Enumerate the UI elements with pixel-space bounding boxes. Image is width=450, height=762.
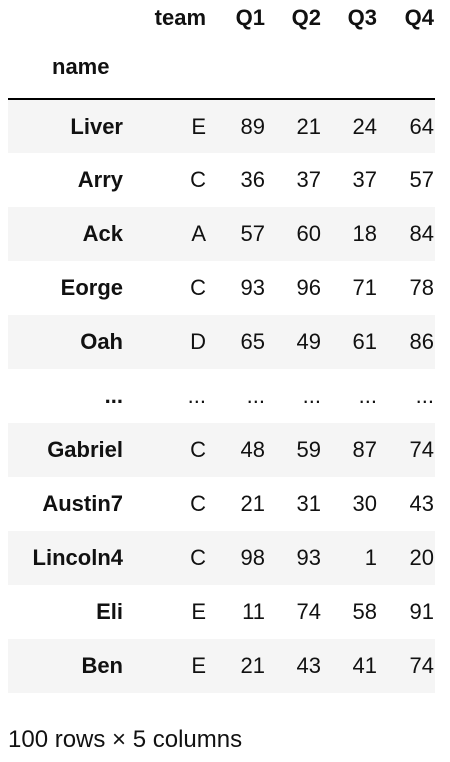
cell-q4: 84 [409, 221, 434, 246]
cell-q4: 86 [409, 329, 434, 354]
cell-q4: ... [415, 383, 434, 408]
table-body: Liver E 89 21 24 64 Arry C 36 37 37 57 Ack A 57 60 18 84 E… [8, 99, 435, 693]
dataframe-shape-text: 100 rows × 5 columns [8, 726, 243, 753]
row-index-label: ... [104, 383, 123, 408]
cell-q1: 98 [240, 545, 265, 570]
table-row: Ack A 57 60 18 84 [8, 207, 435, 261]
cell-q3: 58 [352, 599, 377, 624]
column-header-q4: Q4 [404, 5, 434, 30]
cell-q1: 65 [240, 329, 265, 354]
column-header-q2: Q2 [291, 5, 321, 30]
cell-q3: 61 [352, 329, 377, 354]
cell-q4: 74 [409, 653, 434, 678]
table-row: Lincoln4 C 98 93 1 20 [8, 531, 435, 585]
cell-q2: 93 [296, 545, 321, 570]
table-header: team Q1 Q2 Q3 Q4 name [8, 0, 435, 100]
index-name-row-blank [124, 36, 210, 100]
index-name-row-blank [210, 36, 266, 100]
cell-q2: 37 [296, 167, 321, 192]
cell-team: ... [187, 383, 206, 408]
cell-team: A [191, 221, 206, 246]
cell-q1: 48 [240, 437, 265, 462]
cell-q3: 1 [364, 545, 377, 570]
row-index-label: Oah [80, 329, 123, 354]
cell-q4: 74 [409, 437, 434, 462]
table-row: Arry C 36 37 37 57 [8, 153, 435, 207]
cell-q1: 89 [240, 113, 265, 139]
cell-q1: 93 [240, 275, 265, 300]
cell-q3: 71 [352, 275, 377, 300]
table-row: Eli E 11 74 58 91 [8, 585, 435, 639]
cell-q2: 60 [296, 221, 321, 246]
table-row: Gabriel C 48 59 87 74 [8, 423, 435, 477]
cell-q4: 91 [409, 599, 434, 624]
cell-team: C [190, 167, 206, 192]
table-row: Eorge C 93 96 71 78 [8, 261, 435, 315]
ellipsis-row: .................. [8, 369, 435, 423]
cell-q2: 43 [296, 653, 321, 678]
cell-q3: ... [358, 383, 377, 408]
row-index-label: Austin7 [42, 491, 123, 516]
row-index-label: Liver [70, 113, 123, 139]
row-index-label: Lincoln4 [32, 545, 123, 570]
cell-team: C [190, 275, 206, 300]
cell-q3: 37 [352, 167, 377, 192]
row-index-label: Ben [81, 653, 123, 678]
cell-q3: 30 [352, 491, 377, 516]
cell-q2: 31 [296, 491, 321, 516]
cell-q3: 24 [352, 113, 377, 139]
column-header-q3: Q3 [347, 5, 377, 30]
cell-q1: 21 [240, 653, 265, 678]
cell-team: C [190, 545, 206, 570]
cell-q4: 20 [409, 545, 434, 570]
index-name-row-blank [322, 36, 378, 100]
table-row: Liver E 89 21 24 64 [8, 99, 435, 153]
row-index-label: Eorge [60, 275, 123, 300]
cell-q1: 57 [240, 221, 265, 246]
cell-team: E [191, 113, 206, 139]
cell-q4: 64 [409, 113, 434, 139]
dataframe-table: team Q1 Q2 Q3 Q4 name Liver E 89 21 24 64 Arry… [8, 0, 435, 693]
cell-q4: 78 [409, 275, 434, 300]
cell-q2: 21 [296, 113, 321, 139]
cell-team: C [190, 437, 206, 462]
row-index-label: Gabriel [47, 437, 123, 462]
table-row: Ben E 21 43 41 74 [8, 639, 435, 693]
column-header-row: team Q1 Q2 Q3 Q4 [8, 0, 435, 36]
table-row: Oah D 65 49 61 86 [8, 315, 435, 369]
cell-q3: 41 [352, 653, 377, 678]
cell-q2: ... [302, 383, 321, 408]
cell-q4: 57 [409, 167, 434, 192]
cell-q4: 43 [409, 491, 434, 516]
index-header-blank [8, 0, 124, 36]
index-name-header: name [8, 36, 124, 100]
index-name-row-blank [378, 36, 435, 100]
cell-team: E [191, 599, 206, 624]
row-index-label: Ack [82, 221, 123, 246]
cell-q3: 18 [352, 221, 377, 246]
table-row: Austin7 C 21 31 30 43 [8, 477, 435, 531]
cell-q1: 21 [240, 491, 265, 516]
cell-team: E [191, 653, 206, 678]
cell-q2: 74 [296, 599, 321, 624]
dataframe-container: team Q1 Q2 Q3 Q4 name Liver E 89 21 24 64 Arry… [8, 0, 435, 693]
cell-q2: 59 [296, 437, 321, 462]
index-name-row-blank [266, 36, 322, 100]
cell-q1: 36 [240, 167, 265, 192]
row-index-label: Eli [96, 599, 123, 624]
cell-q3: 87 [352, 437, 377, 462]
row-index-label: Arry [77, 167, 123, 192]
cell-team: D [190, 329, 206, 354]
cell-q2: 49 [296, 329, 321, 354]
column-header-team: team [154, 5, 206, 30]
cell-team: C [190, 491, 206, 516]
cell-q2: 96 [296, 275, 321, 300]
index-name-row: name [8, 36, 435, 100]
column-header-q1: Q1 [235, 5, 265, 30]
cell-q1: 11 [242, 599, 265, 624]
cell-q1: ... [246, 383, 265, 408]
